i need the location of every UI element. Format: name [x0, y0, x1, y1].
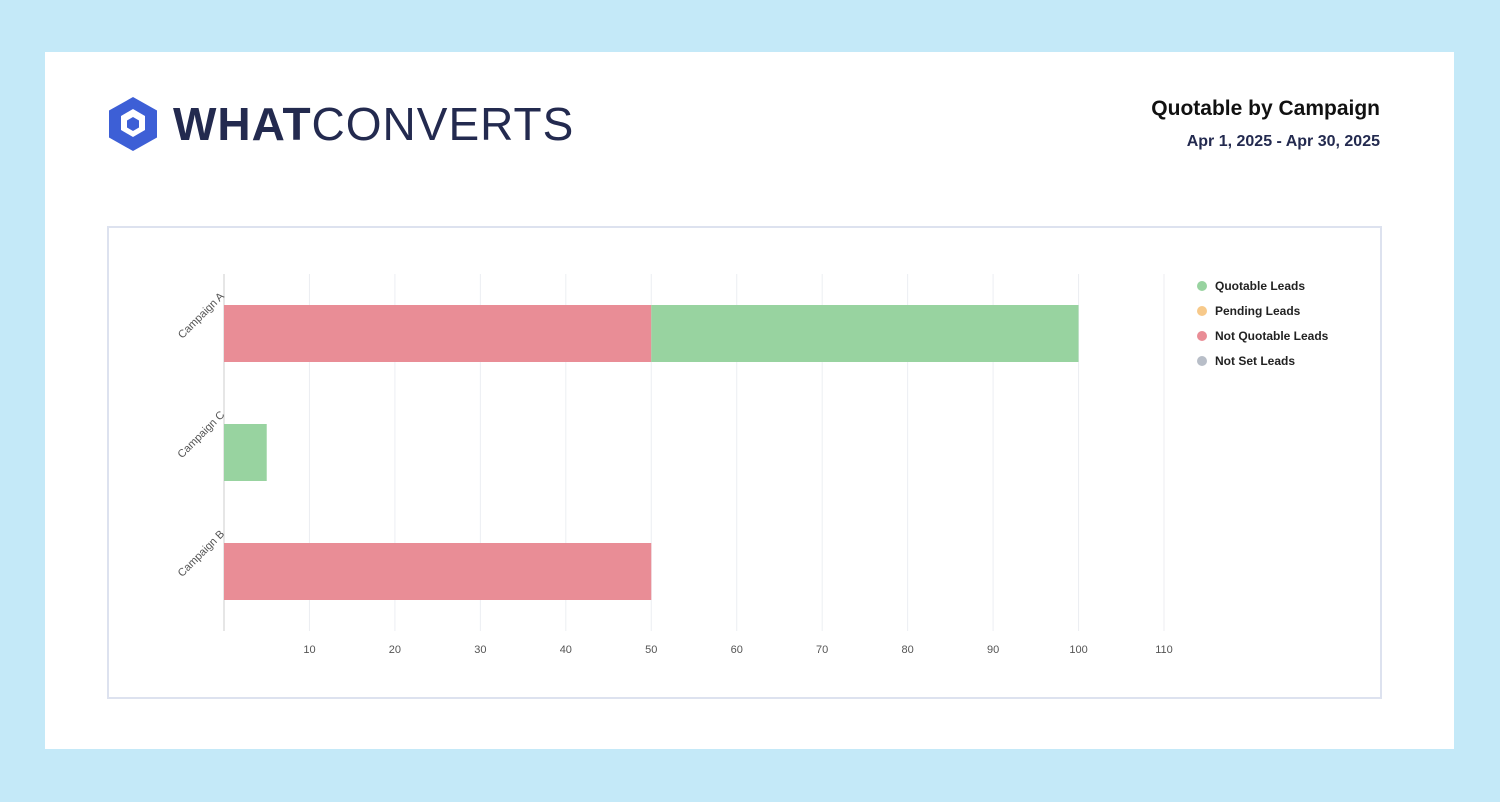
brand-light: CONVERTS	[311, 98, 575, 150]
chart-container: 10 20 30 40 50 60 70 80 90 100 110 Campaign A Campai…	[107, 226, 1382, 699]
legend-item[interactable]: Not Quotable Leads	[1197, 323, 1328, 348]
y-category-label: Campaign B	[176, 528, 227, 579]
legend-swatch	[1197, 305, 1207, 316]
bar-quotable-leads[interactable]	[651, 305, 1079, 362]
legend-item[interactable]: Not Set Leads	[1197, 348, 1328, 373]
x-tick-label: 40	[560, 644, 572, 656]
legend-label: Not Set Leads	[1215, 353, 1296, 368]
bar-quotable-leads[interactable]	[224, 424, 267, 481]
hexagon-cube-icon	[109, 97, 157, 151]
brand-wordmark: WHATCONVERTS	[173, 94, 574, 154]
bar-chart: 10 20 30 40 50 60 70 80 90 100 110 Campaign A Campai…	[176, 274, 1173, 656]
report-title: Quotable by Campaign	[1151, 97, 1380, 120]
x-tick-label: 60	[731, 644, 743, 656]
chart-legend: Quotable Leads Pending Leads Not Quotable …	[1197, 273, 1328, 373]
x-tick-label: 20	[389, 644, 401, 656]
date-range: Apr 1, 2025 - Apr 30, 2025	[1186, 133, 1380, 150]
legend-swatch	[1197, 330, 1207, 341]
x-tick-label: 80	[902, 644, 914, 656]
legend-swatch	[1197, 355, 1207, 366]
legend-item[interactable]: Pending Leads	[1197, 298, 1328, 323]
x-tick-label: 30	[474, 644, 486, 656]
x-tick-label: 100	[1069, 644, 1087, 656]
y-category-label: Campaign A	[176, 290, 227, 341]
bar-not-quotable-leads[interactable]	[224, 543, 652, 600]
legend-label: Quotable Leads	[1215, 278, 1306, 293]
y-category-label: Campaign C	[176, 409, 228, 461]
brand-bold: WHAT	[173, 98, 312, 150]
legend-label: Pending Leads	[1215, 303, 1301, 318]
legend-label: Not Quotable Leads	[1215, 328, 1329, 343]
x-tick-label: 10	[303, 644, 315, 656]
brand-logo: WHATCONVERTS	[107, 94, 574, 154]
legend-item[interactable]: Quotable Leads	[1197, 273, 1328, 298]
bar-not-quotable-leads[interactable]	[224, 305, 652, 362]
x-tick-label: 110	[1155, 644, 1173, 656]
report-card: WHATCONVERTS Quotable by Campaign Apr 1,…	[45, 52, 1454, 749]
legend-swatch	[1197, 280, 1207, 291]
x-tick-label: 70	[816, 644, 828, 656]
x-tick-label: 50	[645, 644, 657, 656]
x-tick-label: 90	[987, 644, 999, 656]
